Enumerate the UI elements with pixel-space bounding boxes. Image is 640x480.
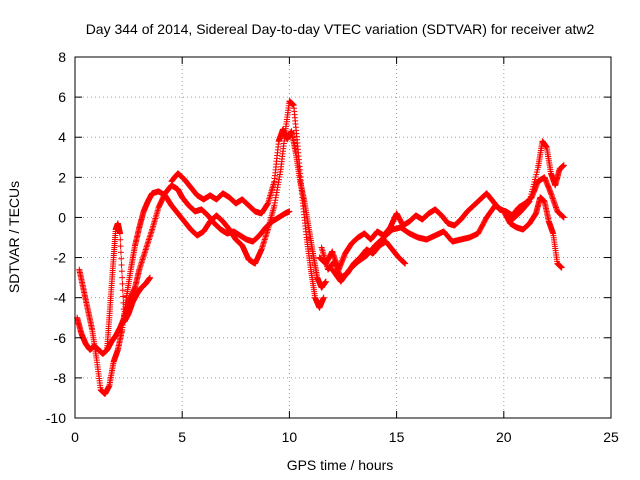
chart-title: Day 344 of 2014, Sidereal Day-to-day VTE… [86,21,595,37]
y-tick-label: 2 [58,169,66,185]
y-tick-label: 4 [58,129,66,145]
data-point [119,274,126,281]
data-point [120,299,127,306]
data-point [120,293,127,300]
y-tick-label: -8 [54,370,67,386]
x-tick-label: 10 [282,429,298,445]
y-tick-label: -4 [54,290,67,306]
data-points [74,98,567,397]
data-point [117,249,124,256]
x-tick-label: 20 [496,429,512,445]
data-point [320,294,327,301]
data-point [119,287,126,294]
y-tick-label: 0 [58,209,66,225]
data-point [117,236,124,243]
data-point [118,255,125,262]
y-tick-label: 6 [58,89,66,105]
data-point [286,208,293,215]
y-axis-label: SDTVAR / TECUs [6,181,22,293]
data-point [525,199,532,206]
data-point [402,260,409,267]
data-point [119,280,126,287]
x-tick-label: 25 [603,429,619,445]
plot-frame [74,56,612,419]
data-point [118,262,125,269]
y-tick-label: -2 [54,250,67,266]
y-tick-label: -6 [54,330,67,346]
data-point [117,243,124,250]
data-point [322,278,329,285]
data-point [525,199,532,206]
y-tick-label: 8 [58,49,66,65]
x-tick-label: 5 [178,429,186,445]
y-tick-label: -10 [46,410,66,426]
axis-ticks [74,56,612,419]
x-tick-label: 15 [389,429,405,445]
data-point [560,214,567,221]
data-point [120,306,127,313]
data-point [147,274,154,281]
data-point [118,268,125,275]
data-point [558,264,565,271]
data-point [560,162,567,169]
x-tick-label: 0 [71,429,79,445]
data-point [117,230,124,237]
x-axis-label: GPS time / hours [287,457,394,473]
tick-labels: 0 5 10 15 20 25 -10 -8 -6 -4 -2 0 2 4 6 8 [46,49,619,445]
